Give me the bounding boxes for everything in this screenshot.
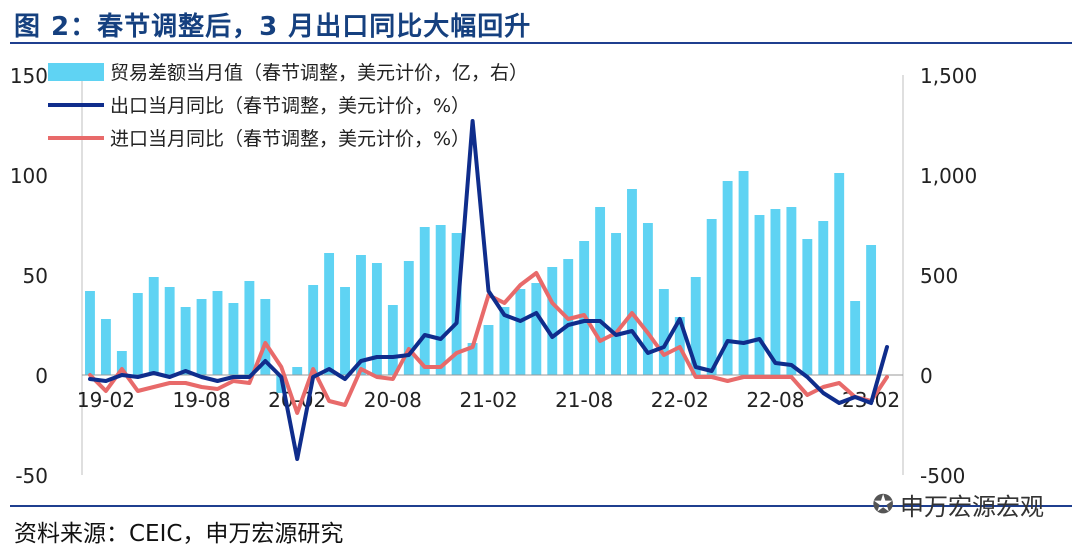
x-tick-label: 19-08 [172, 388, 230, 412]
trade-balance-bar [356, 255, 366, 375]
x-tick-label: 21-02 [459, 388, 517, 412]
trade-balance-bar [260, 299, 271, 375]
trade-balance-bar [467, 343, 478, 375]
trade-balance-bar [706, 219, 717, 375]
x-tick-label: 22-08 [746, 388, 804, 412]
x-tick-label: 20-08 [364, 388, 422, 412]
trade-balance-bar [611, 233, 621, 375]
trade-balance-bar [658, 289, 669, 375]
trade-balance-bar [499, 307, 510, 375]
watermark-text: 申万宏源宏观 [900, 493, 1044, 521]
x-tick-label: 22-02 [651, 388, 709, 412]
legend-swatch-bar [48, 63, 104, 81]
trade-balance-bar [770, 209, 781, 375]
trade-balance-bar [403, 261, 414, 375]
watermark: ✪ 申万宏源宏观 [872, 487, 1044, 522]
trade-balance-bar [371, 263, 382, 375]
trade-balance-bar [100, 319, 111, 375]
left-tick-label: 0 [35, 364, 48, 388]
trade-balance-bar [834, 173, 845, 375]
legend: 贸易差额当月值（春节调整，美元计价，亿，右） 出口当月同比（春节调整，美元计价，%… [48, 62, 528, 150]
trade-balance-bar [738, 171, 749, 375]
trade-balance-bar [340, 287, 350, 375]
right-tick-label: 1,000 [920, 164, 977, 188]
wechat-icon: ✪ [872, 489, 894, 520]
trade-balance-bar [483, 325, 494, 375]
legend-label: 进口当月同比（春节调整，美元计价，%） [110, 128, 470, 150]
x-tick-label: 21-08 [555, 388, 613, 412]
trade-balance-bar [866, 245, 877, 375]
bottom-rule [10, 505, 1072, 507]
trade-balance-bar [132, 293, 143, 375]
trade-balance-bar [850, 301, 861, 375]
trade-balance-bar [595, 207, 606, 375]
trade-balance-bar [387, 305, 398, 375]
left-tick-label: -50 [15, 464, 48, 488]
right-tick-label: 0 [920, 364, 933, 388]
right-tick-label: 1,500 [920, 64, 977, 88]
left-tick-label: 50 [23, 264, 48, 288]
import-yoy-line [88, 271, 889, 415]
trade-balance-bar [531, 283, 542, 375]
trade-balance-bar [515, 289, 526, 375]
trade-balance-bar [180, 307, 191, 375]
trade-balance-bar [818, 221, 829, 375]
top-rule [10, 42, 1072, 44]
trade-balance-bar [802, 239, 813, 375]
right-tick-label: -500 [920, 464, 965, 488]
trade-balance-bar [722, 181, 733, 375]
trade-balance-bar [419, 227, 430, 375]
left-tick-label: 150 [10, 64, 48, 88]
trade-balance-bar [324, 253, 335, 375]
left-tick-label: 100 [10, 164, 48, 188]
trade-balance-bar [690, 277, 701, 375]
legend-label: 贸易差额当月值（春节调整，美元计价，亿，右） [110, 62, 528, 84]
trade-balance-bar [579, 241, 590, 375]
trade-balance-bar [627, 189, 637, 375]
trade-balance-bar [164, 287, 175, 375]
trade-balance-bar [228, 303, 239, 375]
source-note: 资料来源：CEIC，申万宏源研究 [14, 521, 344, 547]
legend-label: 出口当月同比（春节调整，美元计价，%） [110, 95, 470, 117]
trade-balance-bar [786, 207, 797, 375]
trade-balance-bar [547, 267, 558, 375]
trade-balance-bar [435, 225, 446, 375]
trade-balance-bar [308, 285, 319, 375]
chart-title: 图 2：春节调整后，3 月出口同比大幅回升 [14, 12, 532, 42]
export-yoy-line [88, 119, 889, 461]
trade-balance-bar [212, 291, 223, 375]
trade-balance-bar [754, 215, 765, 375]
trade-balance-bar [116, 351, 127, 375]
trade-balance-bar [244, 281, 255, 375]
trade-balance-bar [148, 277, 159, 375]
right-tick-label: 500 [920, 264, 958, 288]
trade-balance-bar [292, 367, 303, 375]
trade-balance-bar [642, 223, 653, 375]
trade-balance-bar [85, 291, 95, 375]
trade-balance-bar [196, 299, 207, 375]
